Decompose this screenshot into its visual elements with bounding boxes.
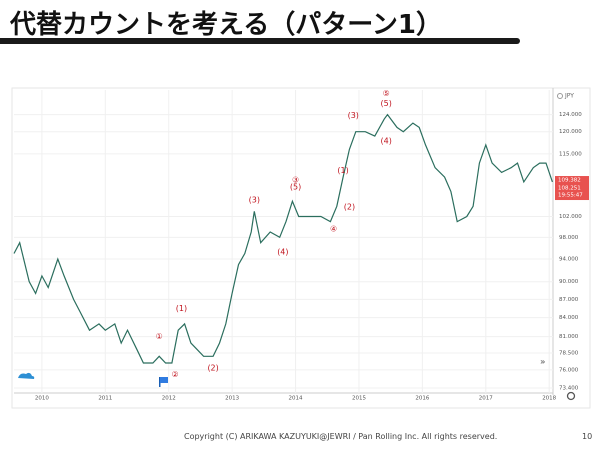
wave-label: (3)	[249, 195, 260, 204]
x-tick-label: 2014	[289, 396, 303, 402]
x-tick-label: 2013	[225, 396, 239, 402]
y-tick-label: 102.000	[559, 214, 582, 220]
logo-icon	[18, 372, 35, 379]
wave-label: (2)	[207, 363, 218, 372]
x-tick-label: 2016	[415, 396, 429, 402]
symbol-icon	[557, 93, 563, 99]
x-tick-label: 2012	[162, 396, 176, 402]
wave-label: (3)	[348, 111, 359, 120]
settings-icon[interactable]	[566, 391, 576, 401]
y-tick-label: 120.000	[559, 129, 582, 135]
wave-label: (1)	[176, 304, 187, 313]
wave-label: ⑤	[383, 89, 390, 98]
wave-label: (4)	[277, 247, 288, 256]
x-tick-label: 2017	[479, 396, 493, 402]
wave-label: ④	[330, 224, 337, 233]
y-tick-label: 98.000	[559, 235, 579, 241]
price-line	[13, 113, 553, 364]
y-tick-label: 94.000	[559, 257, 579, 263]
symbol: JPY	[564, 93, 574, 100]
y-tick-label: 115.000	[559, 151, 582, 157]
x-tick-label: 2011	[98, 396, 112, 402]
x-tick-label: 2010	[35, 396, 49, 402]
flag-pole	[159, 377, 161, 387]
scroll-button[interactable]: »	[540, 358, 546, 368]
y-tick-label: 73.400	[559, 386, 579, 392]
wave-label: (4)	[381, 136, 392, 145]
y-tick-label: 84.000	[559, 315, 579, 321]
flag	[160, 377, 168, 383]
last-price: 109.382	[558, 178, 581, 184]
chart-panel	[11, 87, 591, 409]
wave-label: (5)	[290, 183, 301, 192]
prev-price: 108.251	[558, 186, 581, 192]
y-tick-label: 76.000	[559, 367, 579, 373]
wave-label: (2)	[344, 202, 355, 211]
wave-label: (1)	[337, 166, 348, 175]
x-tick-label: 2015	[352, 396, 366, 402]
y-tick-label: 78.500	[559, 350, 579, 356]
countdown: 19:55:47	[558, 193, 583, 199]
wave-label: ①	[156, 332, 163, 341]
title-bar	[0, 38, 520, 44]
wave-label: ②	[171, 370, 178, 379]
y-tick-label: 124.000	[559, 112, 582, 118]
x-tick-label: 2018	[542, 396, 556, 402]
wave-label: ③	[292, 175, 299, 184]
copyright: Copyright (C) ARIKAWA KAZUYUKI@JEWRI / P…	[184, 432, 498, 441]
y-tick-label: 81.000	[559, 334, 579, 340]
wave-label: (5)	[381, 99, 392, 108]
y-tick-label: 90.000	[559, 279, 579, 285]
page-number: 10	[582, 432, 593, 441]
title: 代替カウントを考える（パターン1）	[10, 10, 443, 40]
y-tick-label: 87.000	[559, 297, 579, 303]
last-price-tag	[555, 176, 589, 201]
